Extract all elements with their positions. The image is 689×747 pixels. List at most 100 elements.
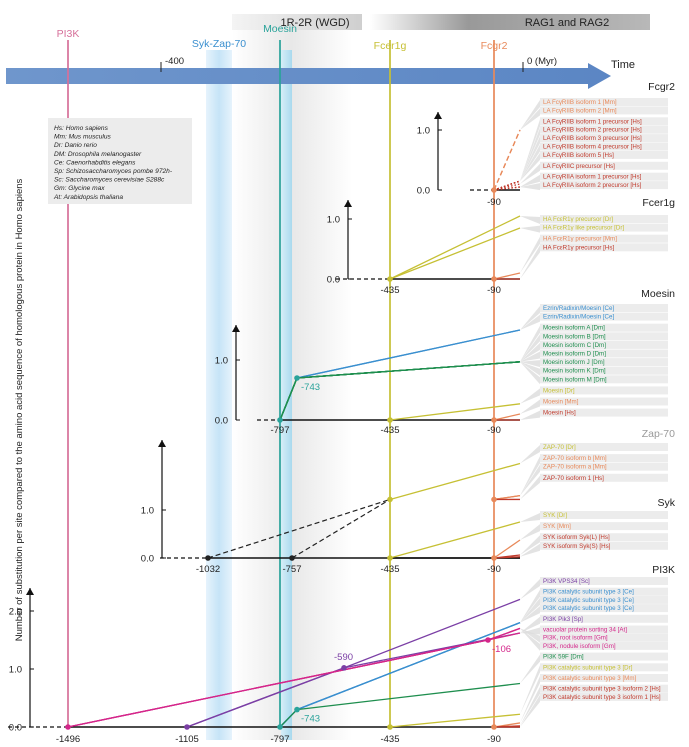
series-label: LA FcγRIIB isoform 3 precursor [Hs] bbox=[543, 135, 642, 142]
panel-title: Zap-70 bbox=[642, 428, 675, 440]
label-connector bbox=[520, 665, 540, 715]
label-bg bbox=[540, 533, 668, 542]
series-label: PI3K, nodule isoform [Gm] bbox=[543, 643, 616, 650]
label-bg bbox=[540, 511, 668, 519]
label-bg bbox=[540, 595, 668, 604]
legend-entry: Mm: Mus musculus bbox=[54, 134, 111, 141]
label-connector bbox=[520, 236, 540, 273]
x-node-label: -435 bbox=[380, 564, 399, 575]
legend-entry: Dr: Danio rerio bbox=[54, 142, 97, 149]
series-label: Ezrin/Radixin/Moesin [Ce] bbox=[543, 305, 614, 312]
series-label: HA FcεR1γ precursor [Hs] bbox=[543, 244, 614, 251]
label-bg bbox=[540, 243, 668, 252]
label-bg bbox=[540, 604, 668, 613]
label-connector bbox=[520, 579, 540, 600]
label-connector bbox=[520, 694, 540, 727]
node-point bbox=[294, 706, 300, 713]
x-node-label: -90 bbox=[487, 564, 501, 575]
series-labels: SYK [Dr] SYK [Mm] SYK isoform Syk(L) [Hs] S… bbox=[520, 511, 668, 557]
series-label: vacuolar protein sorting 34 [At] bbox=[543, 627, 627, 634]
label-connector bbox=[520, 388, 540, 404]
series-label: PI3K, root isoform [Gm] bbox=[543, 635, 608, 642]
event-label-moesin: Moesin bbox=[263, 23, 297, 35]
legend-entry: Hs: Homo sapiens bbox=[54, 125, 109, 132]
label-bg bbox=[540, 577, 668, 585]
node-point bbox=[387, 724, 393, 730]
legend-entry: DM: Drosophila melanogaster bbox=[54, 151, 142, 158]
label-bg bbox=[540, 614, 668, 623]
series-line bbox=[389, 215, 521, 280]
series-label: LA FcγRIIB isoform 2 precursor [Hs] bbox=[543, 127, 642, 134]
series-label: LA FcγRIIB isoform 2 [Mm] bbox=[543, 107, 617, 114]
label-bg bbox=[540, 462, 668, 471]
node-point bbox=[277, 417, 283, 423]
node-label: -590 bbox=[334, 652, 353, 663]
label-connector bbox=[520, 306, 540, 330]
node-point bbox=[387, 417, 393, 423]
y-axis-arrowhead bbox=[344, 200, 352, 207]
label-connector bbox=[520, 654, 540, 684]
label-connector bbox=[520, 225, 540, 233]
node-point bbox=[277, 724, 283, 730]
label-bg bbox=[540, 663, 668, 672]
label-connector bbox=[520, 464, 540, 496]
x-node-label: -435 bbox=[380, 285, 399, 296]
label-connector bbox=[520, 606, 540, 623]
series-labels: HA FcεR1γ precursor [Dr] HA FcεR1γ like p… bbox=[520, 215, 668, 279]
panel-pi3k: PI3K 0.0 1.0 2.0 -1496 -1105 -797 -435 -90 -743 -5… bbox=[8, 564, 675, 745]
node-point bbox=[491, 276, 497, 282]
node-point bbox=[387, 496, 393, 503]
label-connector bbox=[520, 597, 540, 623]
label-bg bbox=[540, 223, 668, 232]
label-bg bbox=[540, 625, 668, 634]
time-tick-label: 0 (Myr) bbox=[527, 56, 557, 67]
series-line bbox=[389, 521, 521, 559]
rag-bar bbox=[370, 14, 650, 30]
y-tick-label: 1.0 bbox=[327, 215, 340, 226]
y-tick-label: 1.0 bbox=[141, 506, 154, 517]
label-connector bbox=[520, 100, 540, 130]
series-label: ZAP-70 [Dr] bbox=[543, 444, 576, 451]
series-labels: Ezrin/Radixin/Moesin [Ce] Ezrin/Radixin/M… bbox=[520, 304, 668, 420]
label-bg bbox=[540, 150, 668, 159]
label-connector bbox=[520, 676, 540, 723]
node-point bbox=[387, 276, 393, 282]
panel-moesin: Moesin 0.0 1.0 -797 -435 -90 -743 Ezrin/Radixin… bbox=[215, 288, 675, 436]
legend-entry: At: Arabidopsis thaliana bbox=[53, 194, 123, 201]
legend-entry: Sp: Schizosaccharomyces pombe 972h- bbox=[54, 168, 173, 175]
series-label: LA FcγRIIC precursor [Hs] bbox=[543, 163, 615, 170]
node-point bbox=[485, 637, 491, 643]
y-tick-label: 1.0 bbox=[9, 665, 22, 676]
legend-entry: Sc: Saccharomyces cerevisiae S288c bbox=[54, 177, 165, 184]
y-tick-label: 1.0 bbox=[215, 356, 228, 367]
y-tick-label: 0.0 bbox=[417, 186, 430, 197]
x-node-label: -435 bbox=[380, 734, 399, 745]
series-label: ZAP-70 isoform 1 [Hs] bbox=[543, 475, 604, 482]
label-connector bbox=[520, 174, 540, 187]
label-connector bbox=[520, 108, 540, 130]
label-bg bbox=[540, 375, 668, 384]
label-connector bbox=[520, 361, 540, 385]
event-label-fcer1g: Fcer1g bbox=[374, 40, 407, 52]
label-bg bbox=[540, 692, 668, 701]
y-axis-arrowhead bbox=[232, 325, 240, 332]
series-label: SYK [Mm] bbox=[543, 523, 571, 530]
syk-zap70-band bbox=[206, 50, 232, 740]
series-label: Moesin isoform B [Dm] bbox=[543, 333, 606, 340]
panel-title: Moesin bbox=[641, 288, 675, 300]
label-connector bbox=[520, 127, 540, 181]
series-label: PI3K catalytic subunit type 3 isoform 1 … bbox=[543, 694, 661, 701]
label-connector bbox=[520, 361, 540, 376]
series-line bbox=[389, 403, 521, 421]
time-tick-label: -400 bbox=[165, 56, 184, 67]
series-label: PI3K catalytic subunit type 3 [Ce] bbox=[543, 605, 634, 612]
node-point bbox=[289, 555, 295, 561]
label-bg bbox=[540, 358, 668, 367]
event-label-fcgr2: Fcgr2 bbox=[481, 40, 508, 52]
label-bg bbox=[540, 98, 668, 106]
node-point bbox=[491, 496, 497, 503]
series-label: LA FcγRIIB isoform 5 [Hs] bbox=[543, 152, 614, 159]
label-connector bbox=[520, 410, 540, 420]
series-label: SYK isoform Syk(S) [Hs] bbox=[543, 543, 611, 550]
